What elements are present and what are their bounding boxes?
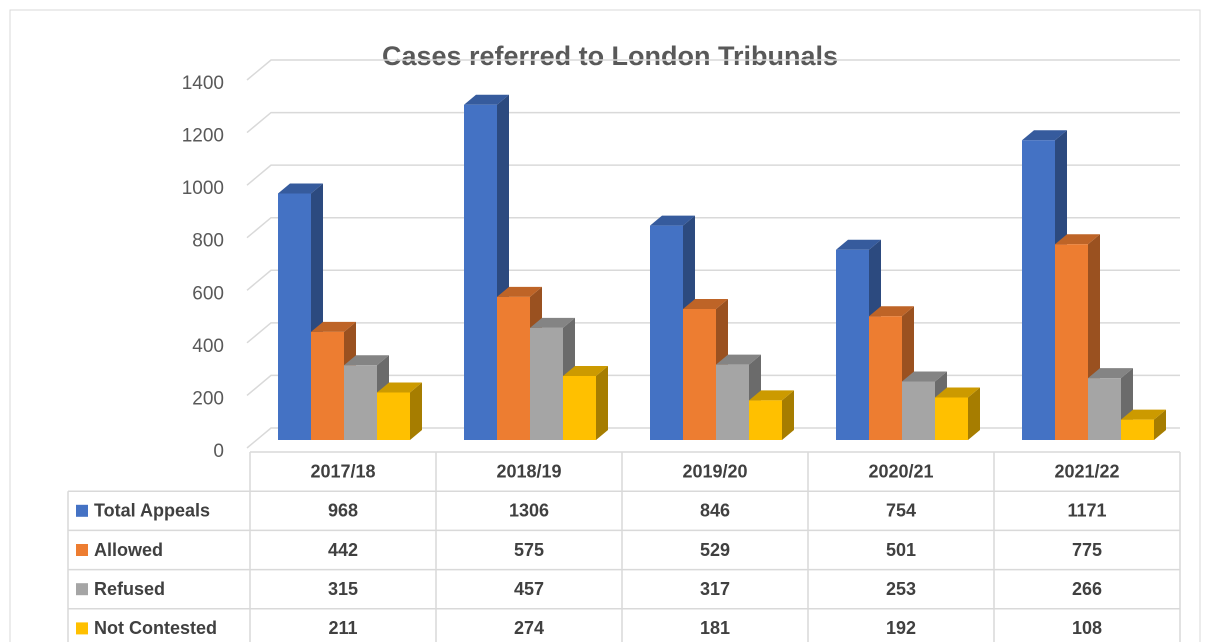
- table-value: 315: [328, 579, 358, 599]
- bar: [377, 382, 422, 440]
- bar-face: [311, 321, 356, 332]
- table-value: 529: [700, 540, 730, 560]
- bar: [563, 365, 608, 440]
- bar-face: [464, 104, 497, 441]
- legend-label: Not Contested: [94, 618, 217, 638]
- legend-swatch: [76, 504, 88, 517]
- bar-face: [497, 286, 542, 297]
- table-value: 211: [328, 618, 357, 638]
- bar-face: [563, 375, 596, 440]
- bar-face: [530, 317, 575, 328]
- bar-face: [1154, 409, 1166, 440]
- y-tick-label: 200: [192, 388, 224, 409]
- table-value: 575: [514, 540, 544, 560]
- bar: [749, 390, 794, 440]
- bar-face: [1088, 368, 1133, 379]
- bar-face: [563, 365, 608, 376]
- table-value: 253: [886, 579, 916, 599]
- table-value: 846: [700, 501, 730, 521]
- y-tick-label: 600: [192, 283, 224, 304]
- bar-face: [836, 239, 881, 250]
- bar-face: [716, 354, 761, 365]
- bar-face: [377, 392, 410, 440]
- bar-face: [749, 400, 782, 440]
- bar-face: [1022, 140, 1055, 441]
- x-tick-label: 2017/18: [310, 461, 375, 481]
- y-tick-label: 1000: [182, 178, 224, 199]
- bar-face: [869, 316, 902, 440]
- bar: [1121, 409, 1166, 440]
- y-tick-label: 1400: [182, 73, 224, 94]
- table-value: 317: [700, 579, 730, 599]
- bar-face: [464, 94, 509, 105]
- bar-face: [1121, 409, 1166, 420]
- bar-face: [869, 306, 914, 317]
- bar-face: [968, 387, 980, 440]
- legend-swatch: [76, 583, 88, 596]
- bar-face: [902, 381, 935, 440]
- table-value: 266: [1072, 579, 1102, 599]
- bar-face: [410, 382, 422, 440]
- bar-face: [344, 355, 389, 366]
- y-tick-label: 0: [213, 441, 224, 462]
- grid-line: [246, 111, 1180, 134]
- table-value: 192: [886, 618, 916, 638]
- chart-border: [9, 9, 1201, 642]
- bar-face: [650, 215, 695, 226]
- grid-line: [246, 59, 1180, 81]
- bar-face: [836, 249, 869, 440]
- bar-face: [716, 364, 749, 440]
- bar-face: [683, 298, 728, 309]
- bar-face: [683, 308, 716, 440]
- x-tick-label: 2018/19: [496, 461, 561, 481]
- bar-face: [1055, 244, 1088, 440]
- legend-label: Total Appeals: [94, 501, 210, 521]
- bar-face: [278, 193, 311, 440]
- table-value: 457: [514, 579, 544, 599]
- bar-face: [1055, 234, 1100, 245]
- bar-face: [497, 296, 530, 440]
- bar-face: [749, 390, 794, 401]
- legend-label: Allowed: [94, 540, 163, 560]
- chart-title: Cases referred to London Tribunals: [382, 41, 838, 71]
- x-tick-label: 2021/22: [1054, 461, 1119, 481]
- table-value: 1306: [509, 501, 549, 521]
- bar-face: [935, 387, 980, 398]
- table-value: 501: [886, 540, 916, 560]
- legend-swatch: [76, 622, 88, 635]
- y-tick-label: 800: [192, 231, 224, 252]
- bar-face: [935, 397, 968, 440]
- table-value: 181: [700, 618, 730, 638]
- grid-line: [246, 216, 1180, 239]
- table-value: 754: [886, 501, 916, 521]
- bar-face: [596, 365, 608, 440]
- table-value: 968: [328, 501, 358, 521]
- table-value: 1171: [1067, 501, 1106, 521]
- table-value: 274: [514, 618, 544, 638]
- x-tick-label: 2019/20: [682, 461, 747, 481]
- x-tick-label: 2020/21: [868, 461, 933, 481]
- table-value: 442: [328, 540, 358, 560]
- bar-face: [782, 390, 794, 440]
- bar-face: [1121, 419, 1154, 440]
- bar-face: [530, 327, 563, 440]
- grid-line: [246, 164, 1180, 186]
- bar-face: [377, 382, 422, 393]
- y-tick-label: 400: [192, 336, 224, 357]
- bar-face: [1088, 378, 1121, 440]
- bar-face: [311, 331, 344, 440]
- bar-face: [650, 225, 683, 440]
- bar-face: [902, 371, 947, 382]
- bar-face: [1022, 130, 1067, 141]
- table-value: 775: [1072, 540, 1102, 560]
- bar-face: [344, 365, 377, 440]
- bar-face: [278, 183, 323, 194]
- y-tick-label: 1200: [182, 126, 224, 147]
- legend-swatch: [76, 544, 88, 556]
- legend-label: Refused: [94, 579, 165, 599]
- bar: [935, 387, 980, 440]
- table-value: 108: [1072, 618, 1102, 638]
